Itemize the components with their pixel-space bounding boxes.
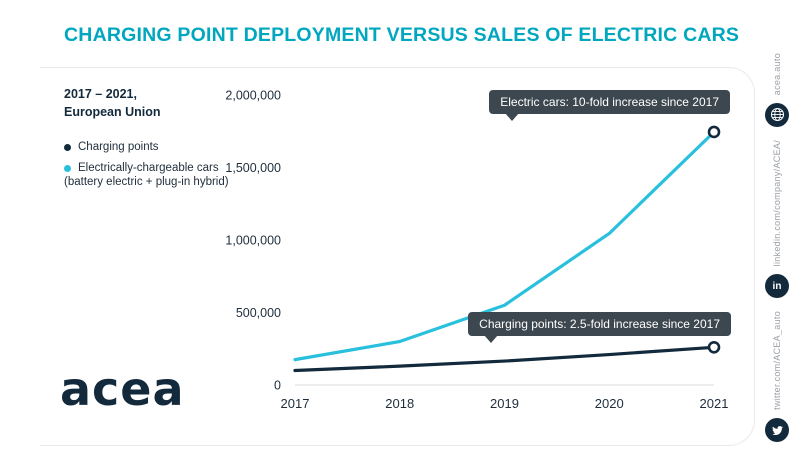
social-sidebar: acea.auto linkedin.com/company/ACEA/ in … [754,0,800,450]
legend-label: Electrically-chargeable cars [78,162,219,174]
svg-text:1,000,000: 1,000,000 [225,234,281,248]
period-line1: 2017 – 2021, [64,87,137,101]
website-url-label: acea.auto [772,52,782,95]
social-link-twitter[interactable]: twitter.com/ACEA_auto [765,311,789,442]
social-link-linkedin[interactable]: linkedin.com/company/ACEA/ in [765,139,789,299]
period-line2: European Union [64,104,161,119]
period-label: 2017 – 2021, European Union [64,86,239,121]
svg-text:2018: 2018 [385,396,414,411]
twitter-url-label: twitter.com/ACEA_auto [772,311,782,410]
svg-text:1,500,000: 1,500,000 [225,161,281,175]
charging-points-dot-icon [64,143,71,151]
acea-logo: acea [60,362,185,416]
svg-text:2020: 2020 [595,396,624,411]
twitter-icon[interactable] [765,418,789,442]
chart-canvas: 0 500,000 1,000,000 1,500,000 2,000,000 2017 2… [225,89,729,412]
globe-icon[interactable] [765,102,789,127]
line-chart: 0 500,000 1,000,000 1,500,000 2,000,000 2017 2… [210,82,770,422]
svg-text:2019: 2019 [490,396,519,411]
svg-text:500,000: 500,000 [236,306,281,320]
electric-cars-dot-icon [64,164,71,172]
svg-text:2017: 2017 [281,396,310,411]
chart-legend: Charging points Electrically-chargeable … [64,141,239,188]
charging-points-annotation: Charging points: 2.5-fold increase since… [468,312,731,343]
legend-sublabel: (battery electric + plug-in hybrid) [64,176,229,188]
page-title: CHARGING POINT DEPLOYMENT VERSUS SALES O… [64,24,740,46]
info-panel: 2017 – 2021, European Union Charging poi… [64,86,239,188]
legend-label: Charging points [78,141,159,153]
svg-text:2,000,000: 2,000,000 [225,89,281,103]
social-link-website[interactable]: acea.auto [765,53,789,127]
svg-text:2021: 2021 [700,396,729,411]
svg-text:0: 0 [274,379,281,393]
linkedin-icon[interactable]: in [765,274,789,299]
linkedin-url-label: linkedin.com/company/ACEA/ [772,139,782,267]
legend-item-electric-cars: Electrically-chargeable cars [64,162,239,174]
legend-item-charging-points: Charging points [64,141,239,153]
electric-cars-annotation: Electric cars: 10-fold increase since 20… [489,90,730,121]
